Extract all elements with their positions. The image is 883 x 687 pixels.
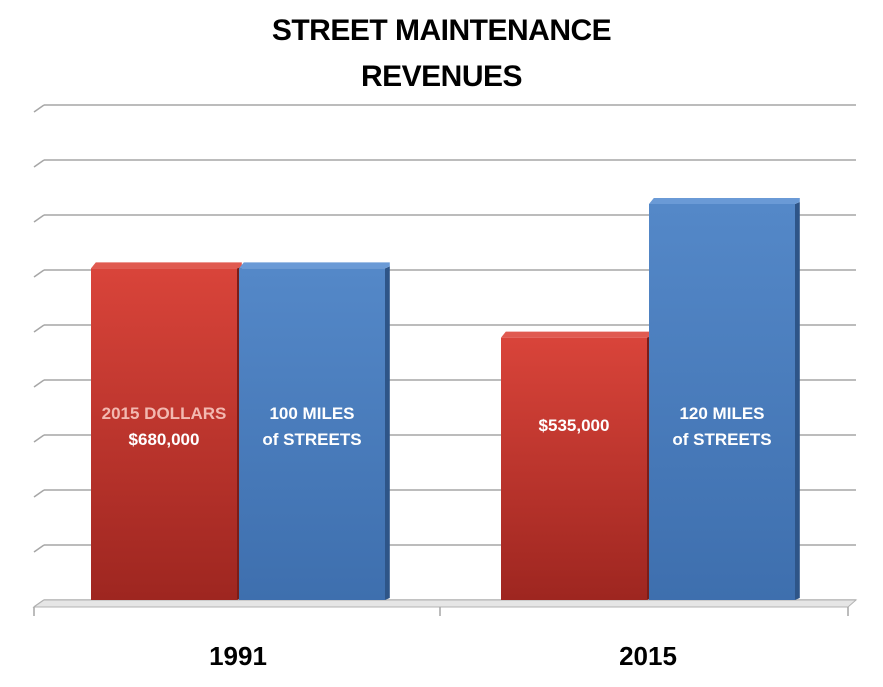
bar-top (501, 331, 652, 338)
bar-data-label: of STREETS (262, 430, 361, 449)
gridline-tick (33, 544, 45, 553)
x-tick-label: 1991 (209, 641, 267, 671)
bar (91, 262, 242, 600)
bar-front (239, 268, 385, 600)
bar (239, 262, 390, 600)
gridline-tick (33, 104, 45, 113)
bar-data-label: 120 MILES (679, 404, 764, 423)
gridline-tick (33, 214, 45, 223)
bar-labels: 2015 DOLLARS $680,000 100 MILES of STREETS $… (102, 404, 772, 449)
bar-data-label: 2015 DOLLARS (102, 404, 227, 423)
gridline-tick (33, 324, 45, 333)
bar-side (795, 202, 800, 600)
bar (649, 198, 800, 600)
bar-front (649, 204, 795, 600)
bar-data-label: of STREETS (672, 430, 771, 449)
gridline-tick (33, 159, 45, 168)
bar-front (91, 268, 237, 600)
chart-title: STREET MAINTENANCE REVENUES (0, 8, 883, 100)
bar-data-label: $680,000 (129, 430, 200, 449)
bar-top (91, 262, 242, 269)
gridline-tick (33, 379, 45, 388)
bars (91, 198, 800, 600)
bar (501, 331, 652, 600)
gridline-tick (33, 489, 45, 498)
bar-data-label: $535,000 (539, 416, 610, 435)
chart-title-line-1: STREET MAINTENANCE (271, 14, 612, 47)
x-tick-label: 2015 (619, 641, 677, 671)
gridline-tick (33, 434, 45, 443)
category-labels: 1991 2015 (209, 641, 677, 671)
bar-top (239, 262, 390, 269)
bar-data-label: 100 MILES (269, 404, 354, 423)
bar-side (385, 266, 390, 600)
chart-title-line-2: REVENUES (360, 60, 523, 93)
bar-top (649, 198, 800, 204)
chart-floor (32, 599, 858, 608)
gridline-tick (33, 269, 45, 278)
bar-front (501, 337, 647, 600)
